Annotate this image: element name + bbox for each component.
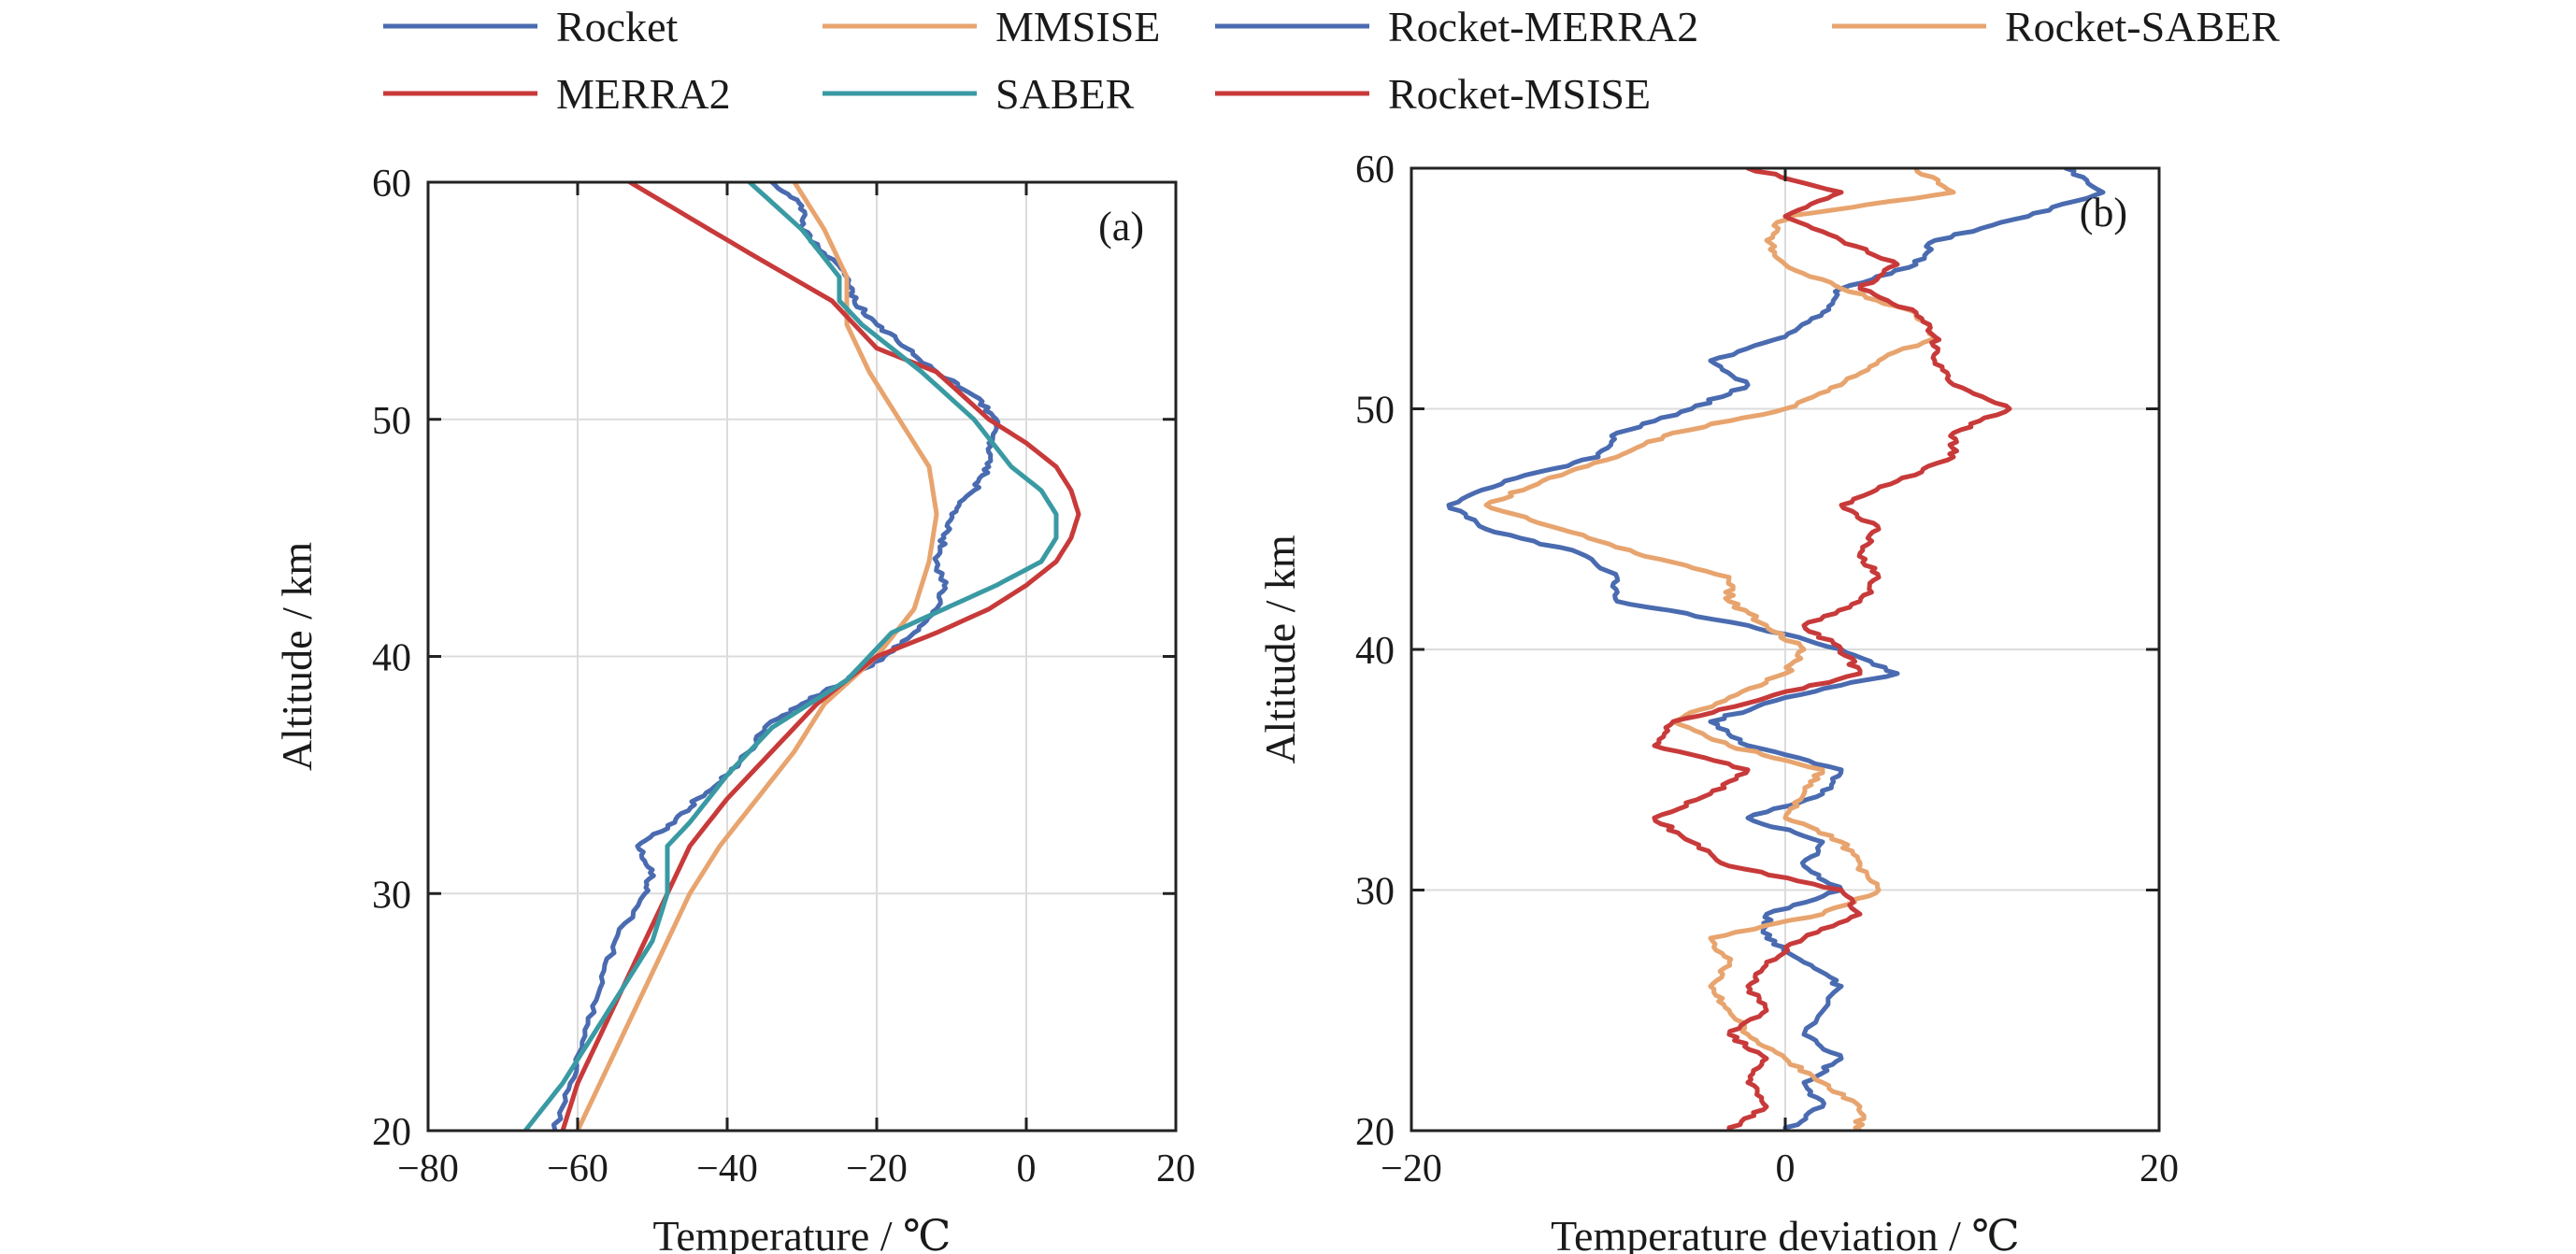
y-tick-label-3: 50 xyxy=(1355,390,1395,433)
y-tick-label-4: 60 xyxy=(1355,149,1395,192)
series-line-rocket xyxy=(551,182,1001,1131)
x-axis-label: Temperature deviation / ℃ xyxy=(1551,1212,2020,1254)
x-tick-label-0: −80 xyxy=(397,1147,459,1190)
series-line-merra2 xyxy=(560,182,1081,1131)
series-line-saber xyxy=(522,182,1059,1131)
legend-label-0: Rocket xyxy=(556,3,679,50)
panel-a: −80 −60 −40 −20 0 20 20 30 40 50 60 Temperature / ℃… xyxy=(273,163,1195,1254)
y-tick-label-4: 60 xyxy=(372,163,411,206)
series-line-rocket-msise xyxy=(1652,168,2012,1131)
x-tick-label-2: 20 xyxy=(2140,1147,2179,1190)
x-tick-label-5: 20 xyxy=(1156,1147,1195,1190)
series-line-rocket-merra2 xyxy=(1446,168,2106,1131)
y-tick-label-3: 50 xyxy=(372,400,411,443)
panel-label: (b) xyxy=(2080,190,2127,235)
y-tick-label-1: 30 xyxy=(372,874,411,917)
legend-label-4: MERRA2 xyxy=(556,70,731,118)
panel-b: −20 0 20 20 30 40 50 60 Temperature deviation / … xyxy=(1256,149,2179,1254)
x-axis-label: Temperature / ℃ xyxy=(653,1212,952,1254)
legend-label-3: Rocket-SABER xyxy=(2005,3,2280,50)
panel-label: (a) xyxy=(1098,204,1144,249)
x-tick-label-1: −60 xyxy=(547,1147,608,1190)
x-tick-label-3: −20 xyxy=(846,1147,908,1190)
y-tick-label-2: 40 xyxy=(1355,630,1395,673)
y-tick-label-1: 30 xyxy=(1355,871,1395,914)
y-axis-label: Altitude / km xyxy=(1256,534,1304,764)
legend: Rocket MMSISE Rocket-MERRA2 Rocket-SABER MER… xyxy=(383,3,2280,118)
y-axis-label: Altitude / km xyxy=(273,542,321,772)
x-tick-label-1: 0 xyxy=(1776,1147,1796,1190)
legend-label-2: Rocket-MERRA2 xyxy=(1388,3,1698,50)
legend-label-5: SABER xyxy=(995,70,1135,118)
y-tick-label-2: 40 xyxy=(372,637,411,680)
legend-label-1: MMSISE xyxy=(995,3,1160,50)
x-tick-label-2: −40 xyxy=(696,1147,758,1190)
x-tick-label-0: −20 xyxy=(1381,1147,1442,1190)
legend-label-6: Rocket-MSISE xyxy=(1388,70,1651,118)
x-tick-label-4: 0 xyxy=(1017,1147,1037,1190)
y-tick-label-0: 20 xyxy=(1355,1111,1395,1154)
y-tick-label-0: 20 xyxy=(372,1111,411,1154)
